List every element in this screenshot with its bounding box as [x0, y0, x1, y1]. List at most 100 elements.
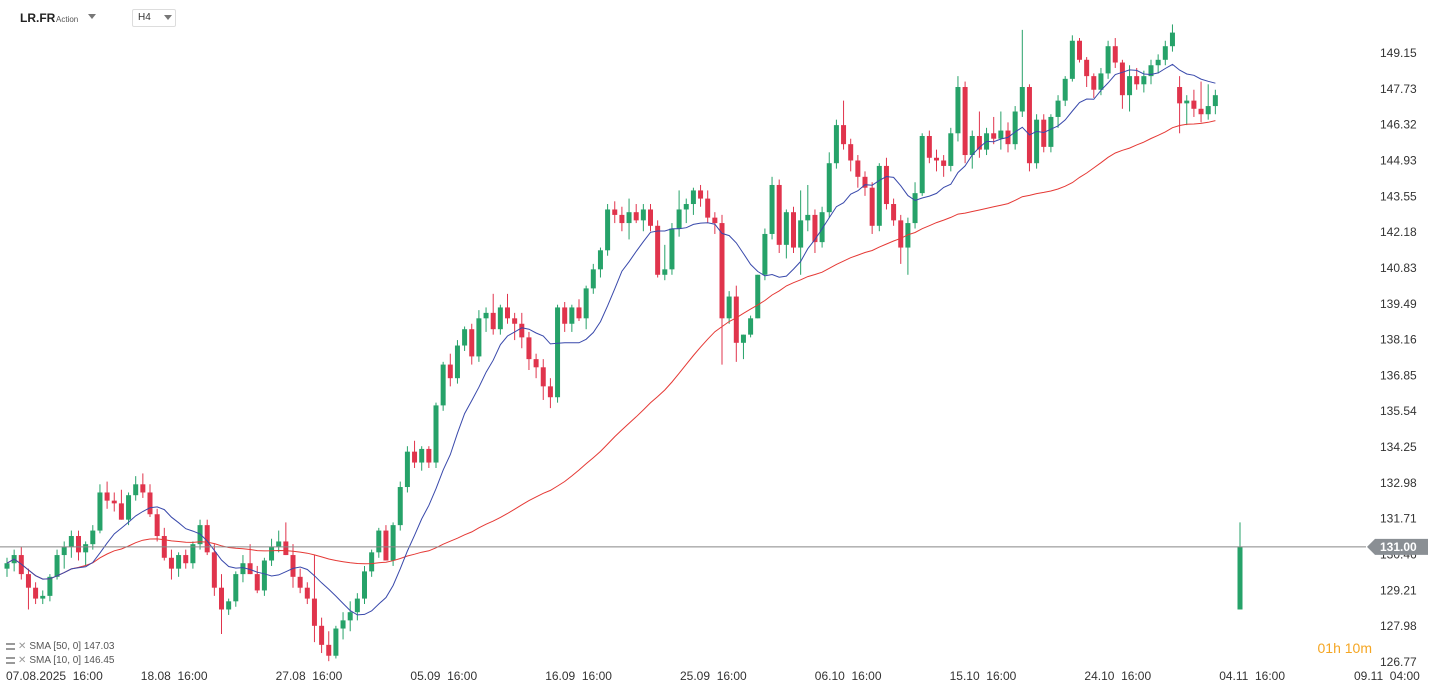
candle-body: [597, 250, 603, 270]
x-axis: 07.08.2025 16:00 18.08 16:00 27.08 16:00 05…: [6, 669, 1420, 683]
candle-body: [1177, 87, 1183, 104]
symbol-label[interactable]: LR.FR: [20, 11, 56, 25]
candle: [812, 209, 818, 254]
y-tick-label: 138.16: [1380, 333, 1417, 347]
legend-settings-icon[interactable]: [6, 657, 15, 664]
y-tick-label: 142.18: [1380, 225, 1417, 239]
candle-body: [719, 223, 725, 319]
legend-remove-icon[interactable]: ✕: [18, 655, 27, 666]
candle-body: [490, 312, 496, 330]
candle-body: [569, 307, 575, 324]
candle: [333, 625, 339, 659]
candle: [783, 209, 789, 259]
candle: [891, 198, 897, 226]
candle-body: [826, 163, 832, 213]
candle-body: [640, 209, 646, 221]
y-tick-label: 129.21: [1380, 583, 1417, 597]
candle: [762, 228, 768, 281]
candle-body: [1048, 116, 1054, 147]
candle: [748, 315, 754, 338]
candle: [240, 555, 246, 583]
candle: [690, 187, 696, 215]
symbol-dropdown-chevron-icon[interactable]: [88, 14, 96, 19]
legend-settings-icon[interactable]: [6, 643, 15, 650]
candle-body: [333, 628, 339, 656]
candle-body: [1162, 46, 1168, 60]
candle: [712, 212, 718, 234]
candle-body: [626, 212, 632, 224]
candle: [1177, 76, 1183, 134]
candle-body: [1237, 546, 1243, 610]
x-tick-label: 18.08 16:00: [141, 669, 208, 683]
candle-body: [454, 345, 460, 379]
candle: [698, 184, 704, 207]
candle: [269, 538, 275, 566]
candle: [955, 76, 961, 142]
candle-body: [297, 576, 303, 588]
candle: [1062, 76, 1068, 107]
candle: [311, 555, 317, 643]
candle: [283, 522, 289, 556]
candle-body: [211, 552, 217, 588]
y-tick-label: 147.73: [1380, 82, 1417, 96]
candle: [447, 353, 453, 387]
candle-body: [254, 574, 260, 591]
candle-body: [919, 135, 925, 194]
timeframe-label: H4: [138, 12, 151, 23]
legend-sma-10[interactable]: ✕ SMA [10, 0] 146.45: [6, 655, 114, 666]
candle-body: [819, 212, 825, 243]
candle: [404, 446, 410, 493]
candle: [1148, 59, 1154, 85]
current-price-badge: 131.00: [1367, 538, 1428, 555]
candle: [841, 100, 847, 150]
candle-body: [61, 546, 67, 556]
candle-body: [912, 193, 918, 224]
candle-body: [347, 612, 353, 621]
candle: [104, 481, 110, 509]
candle-body: [140, 484, 146, 493]
candle-body: [1198, 108, 1204, 115]
legend-remove-icon[interactable]: ✕: [18, 641, 27, 652]
candle: [397, 481, 403, 531]
candle-body: [540, 367, 546, 387]
candle-body: [404, 451, 410, 488]
candle-body: [1084, 59, 1090, 77]
candle: [805, 184, 811, 232]
candle: [390, 522, 396, 566]
y-tick-label: 132.98: [1380, 476, 1417, 490]
legend-sma-50[interactable]: ✕ SMA [50, 0] 147.03: [6, 641, 114, 652]
candle: [183, 549, 189, 569]
candle: [562, 301, 568, 332]
candle-body: [519, 323, 525, 338]
candle: [233, 571, 239, 607]
candle: [126, 492, 132, 526]
timeframe-select[interactable]: H4: [132, 9, 176, 27]
candle-body: [1191, 100, 1197, 109]
candle-body: [1069, 40, 1075, 79]
candle: [676, 190, 682, 237]
candle-body: [690, 190, 696, 205]
candle-body: [126, 495, 132, 520]
candle-body: [1077, 40, 1082, 60]
candle-body: [805, 214, 811, 221]
candle: [90, 525, 96, 550]
y-tick-label: 139.49: [1380, 297, 1417, 311]
candle-body: [991, 133, 997, 139]
candle-body: [376, 530, 382, 553]
candle-body: [4, 563, 10, 569]
candle-body: [147, 492, 153, 515]
candles-group: [4, 24, 1243, 662]
candle: [941, 155, 947, 177]
candle: [919, 133, 925, 196]
candle-body: [383, 530, 389, 561]
candle-body: [833, 125, 839, 164]
candle: [626, 198, 632, 240]
candle-body: [447, 364, 453, 379]
candle-body: [1105, 46, 1111, 74]
candle-body: [97, 492, 103, 531]
candle: [1198, 81, 1204, 123]
x-tick-label: 25.09 16:00: [680, 669, 747, 683]
candle-body: [319, 625, 325, 645]
candle-body: [883, 165, 889, 205]
